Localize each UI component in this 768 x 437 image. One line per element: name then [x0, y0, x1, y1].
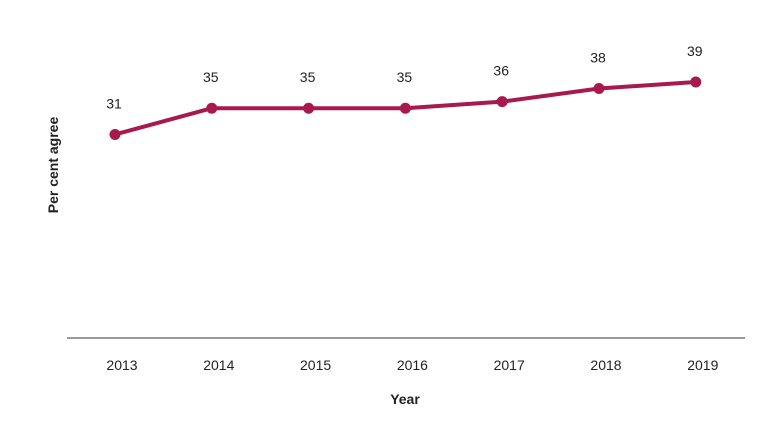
x-tick-label: 2015	[300, 357, 331, 373]
data-label: 36	[493, 63, 509, 79]
x-tick-labels: 2013 2014 2015 2016 2017 2018 2019	[106, 357, 718, 373]
data-label: 35	[397, 69, 413, 85]
data-label: 31	[106, 95, 122, 111]
data-label: 38	[590, 50, 606, 66]
data-point	[109, 128, 121, 140]
data-point	[303, 102, 315, 114]
points-layer	[109, 76, 702, 140]
x-axis-title: Year	[390, 391, 420, 407]
data-label: 35	[203, 69, 219, 85]
data-point	[496, 96, 508, 108]
x-tick-label: 2017	[494, 357, 525, 373]
x-tick-label: 2019	[687, 357, 718, 373]
y-axis-title: Per cent agree	[45, 117, 61, 214]
data-point	[399, 102, 411, 114]
data-label: 35	[300, 69, 316, 85]
x-tick-label: 2016	[397, 357, 428, 373]
data-labels-layer: 31 35 35 35 36 38 39	[106, 43, 703, 112]
x-tick-label: 2014	[203, 357, 234, 373]
data-point	[206, 102, 218, 114]
data-label: 39	[687, 43, 703, 59]
x-tick-label: 2013	[106, 357, 137, 373]
x-tick-label: 2018	[590, 357, 621, 373]
data-point	[690, 76, 702, 88]
data-point	[593, 83, 605, 95]
